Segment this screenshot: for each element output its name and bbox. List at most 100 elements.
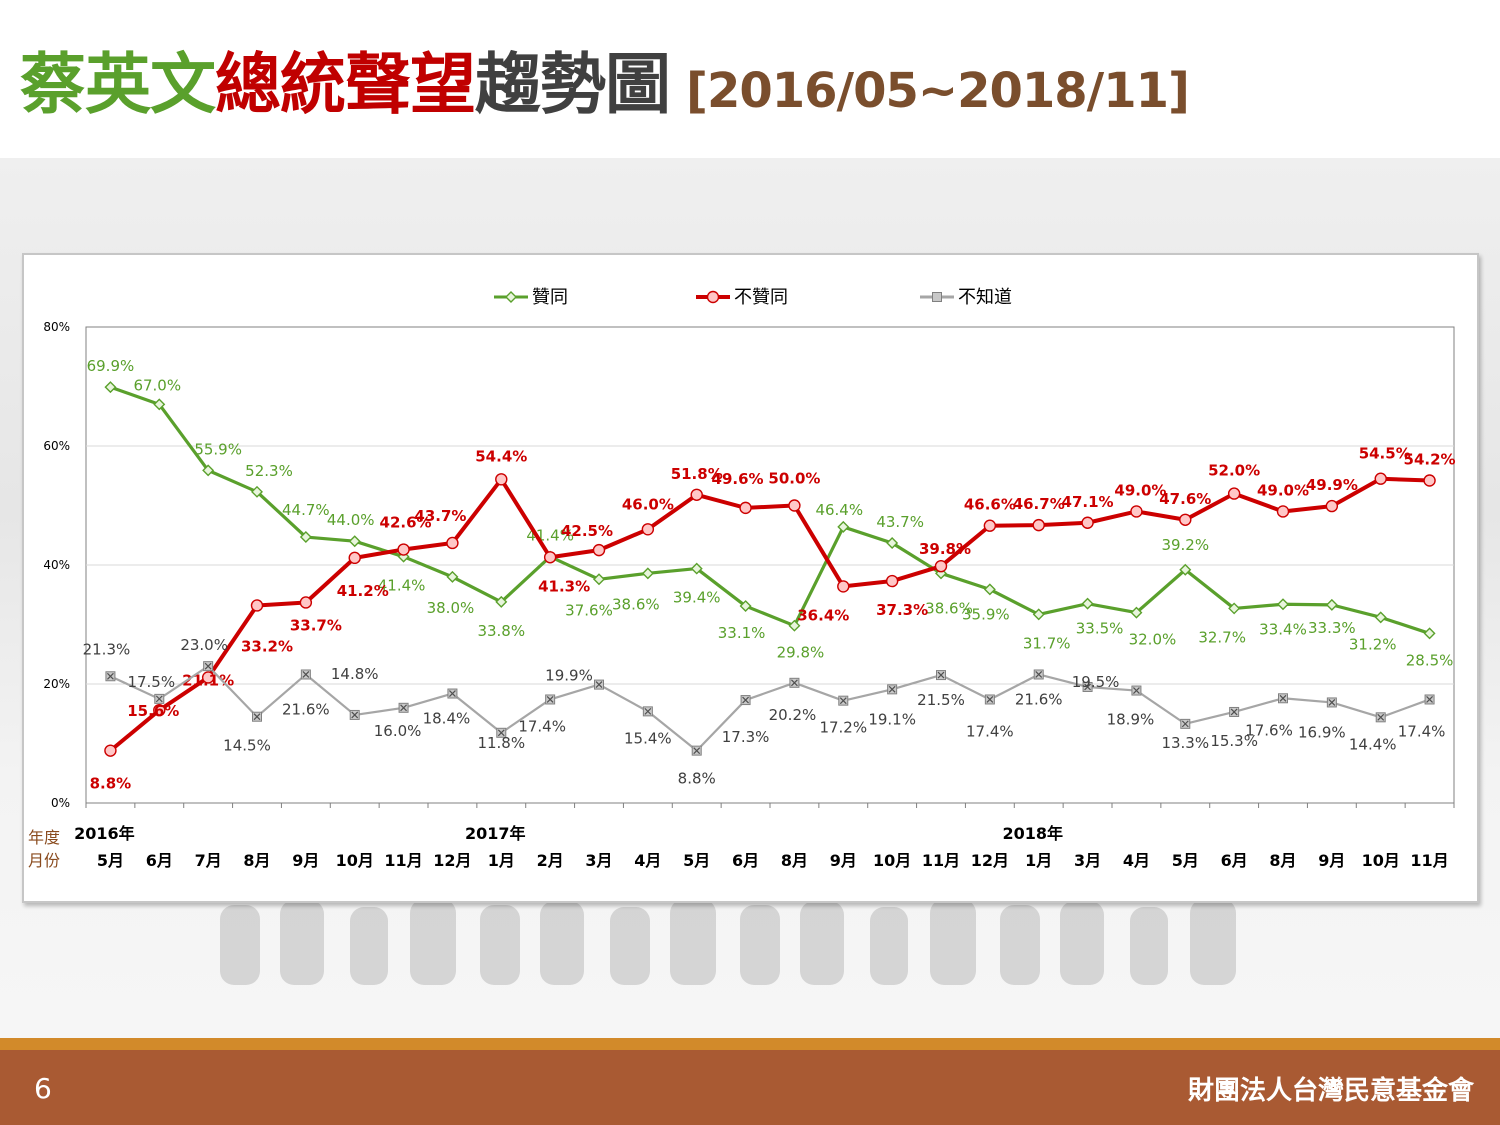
data-point-不知道 (105, 671, 116, 682)
data-label-不贊同: 39.8% (919, 540, 971, 558)
data-point-不知道 (789, 677, 800, 688)
data-point-不贊同 (1423, 474, 1436, 487)
marker-cross (546, 696, 554, 703)
month-label: 3月 (585, 851, 612, 870)
data-point-不知道 (936, 670, 946, 681)
data-point-不贊同 (885, 574, 899, 588)
data-point-不知道 (398, 702, 409, 713)
y-tick-label: 40% (43, 558, 70, 572)
data-label-不贊同: 43.7% (414, 507, 466, 525)
year-label: 2016年 (74, 824, 135, 843)
data-label-不贊同: 21.1% (182, 671, 234, 689)
data-point-不知道 (349, 709, 360, 720)
data-label-不贊同: 46.6% (964, 496, 1016, 514)
data-label-贊同: 52.3% (245, 462, 293, 480)
data-point-贊同 (739, 600, 752, 613)
month-label: 10月 (336, 851, 374, 870)
footer-accent-bar (0, 1038, 1500, 1050)
legend-label: 不知道 (958, 287, 1012, 308)
month-label: 12月 (433, 851, 471, 870)
data-label-不知道: 11.8% (477, 734, 525, 752)
data-point-不贊同 (690, 488, 703, 501)
data-point-不贊同 (1032, 518, 1045, 532)
data-point-贊同 (593, 573, 605, 586)
data-point-贊同 (690, 562, 703, 575)
data-point-不贊同 (788, 499, 801, 512)
data-label-不知道: 17.6% (1245, 721, 1293, 739)
footer: 6 財團法人台灣民意基金會 (0, 1050, 1500, 1125)
data-label-贊同: 33.5% (1076, 620, 1124, 638)
data-label-不贊同: 49.0% (1114, 481, 1166, 499)
data-point-不知道 (984, 694, 995, 705)
data-label-贊同: 38.0% (427, 599, 475, 617)
month-label: 1月 (1025, 851, 1052, 870)
legend-item: 贊同 (494, 287, 568, 308)
data-label-贊同: 33.3% (1308, 619, 1356, 637)
data-point-不知道 (887, 684, 898, 695)
marker-cross (107, 672, 114, 680)
marker-cross (888, 685, 896, 693)
year-row-label: 年度 (28, 828, 60, 847)
marker-cross (1133, 687, 1140, 694)
data-label-贊同: 32.7% (1198, 628, 1246, 646)
data-label-贊同: 55.9% (194, 440, 242, 458)
data-label-贊同: 44.0% (327, 511, 375, 529)
data-label-不知道: 19.1% (868, 710, 916, 728)
data-label-不知道: 20.2% (769, 706, 817, 724)
marker-cross (253, 713, 261, 721)
data-point-贊同 (251, 485, 263, 498)
data-point-不贊同 (201, 671, 215, 684)
data-label-不知道: 17.4% (966, 722, 1014, 740)
year-label: 2017年 (465, 824, 526, 843)
month-label: 11月 (1410, 851, 1448, 870)
data-label-不知道: 16.0% (374, 722, 422, 740)
month-label: 10月 (1362, 851, 1400, 870)
data-label-不知道: 18.4% (423, 710, 471, 728)
title-part-name: 蔡英文 (20, 46, 216, 123)
data-label-不知道: 8.8% (678, 770, 716, 788)
y-tick-label: 0% (51, 796, 70, 810)
marker-cross (644, 707, 652, 715)
marker-cross (204, 662, 212, 670)
data-point-不知道 (740, 695, 751, 706)
marker-cross (400, 704, 407, 712)
data-point-不知道 (447, 688, 458, 699)
data-label-贊同: 33.8% (477, 622, 525, 640)
month-label: 8月 (781, 851, 808, 870)
data-label-贊同: 33.4% (1259, 620, 1307, 638)
data-point-不知道 (642, 706, 653, 717)
data-label-不知道: 16.9% (1298, 723, 1346, 741)
data-label-不知道: 17.5% (127, 673, 175, 691)
data-point-贊同 (788, 619, 801, 632)
data-point-不贊同 (1130, 505, 1143, 518)
y-tick-label: 80% (43, 320, 70, 334)
data-label-不知道: 21.6% (282, 700, 330, 718)
data-point-贊同 (1130, 606, 1143, 619)
data-label-不知道: 23.0% (180, 636, 228, 654)
data-label-不贊同: 49.9% (1306, 476, 1358, 494)
data-label-不知道: 21.3% (83, 640, 131, 658)
month-label: 5月 (683, 851, 710, 870)
page-number: 6 (34, 1072, 52, 1105)
data-label-不知道: 13.3% (1161, 734, 1209, 752)
title-date-range: [2016/05~2018/11] (686, 63, 1190, 119)
month-label: 12月 (971, 851, 1009, 870)
data-label-不知道: 14.8% (331, 665, 379, 683)
data-point-不贊同 (543, 551, 557, 564)
data-point-不知道 (1375, 712, 1386, 723)
month-label: 4月 (1123, 851, 1150, 870)
data-point-不贊同 (1227, 487, 1241, 500)
data-point-不知道 (594, 679, 604, 690)
data-label-贊同: 35.9% (962, 605, 1010, 623)
data-label-不贊同: 36.4% (797, 606, 849, 624)
marker-cross (1328, 699, 1336, 706)
data-point-不贊同 (495, 473, 508, 486)
marker-cross (693, 747, 701, 755)
legend-label: 贊同 (532, 287, 568, 308)
data-point-贊同 (1179, 563, 1192, 576)
data-point-贊同 (886, 536, 899, 549)
data-label-不知道: 17.4% (518, 717, 566, 735)
data-label-不知道: 19.5% (1072, 673, 1120, 691)
data-label-贊同: 31.7% (1023, 634, 1071, 652)
data-point-不知道 (300, 669, 311, 680)
